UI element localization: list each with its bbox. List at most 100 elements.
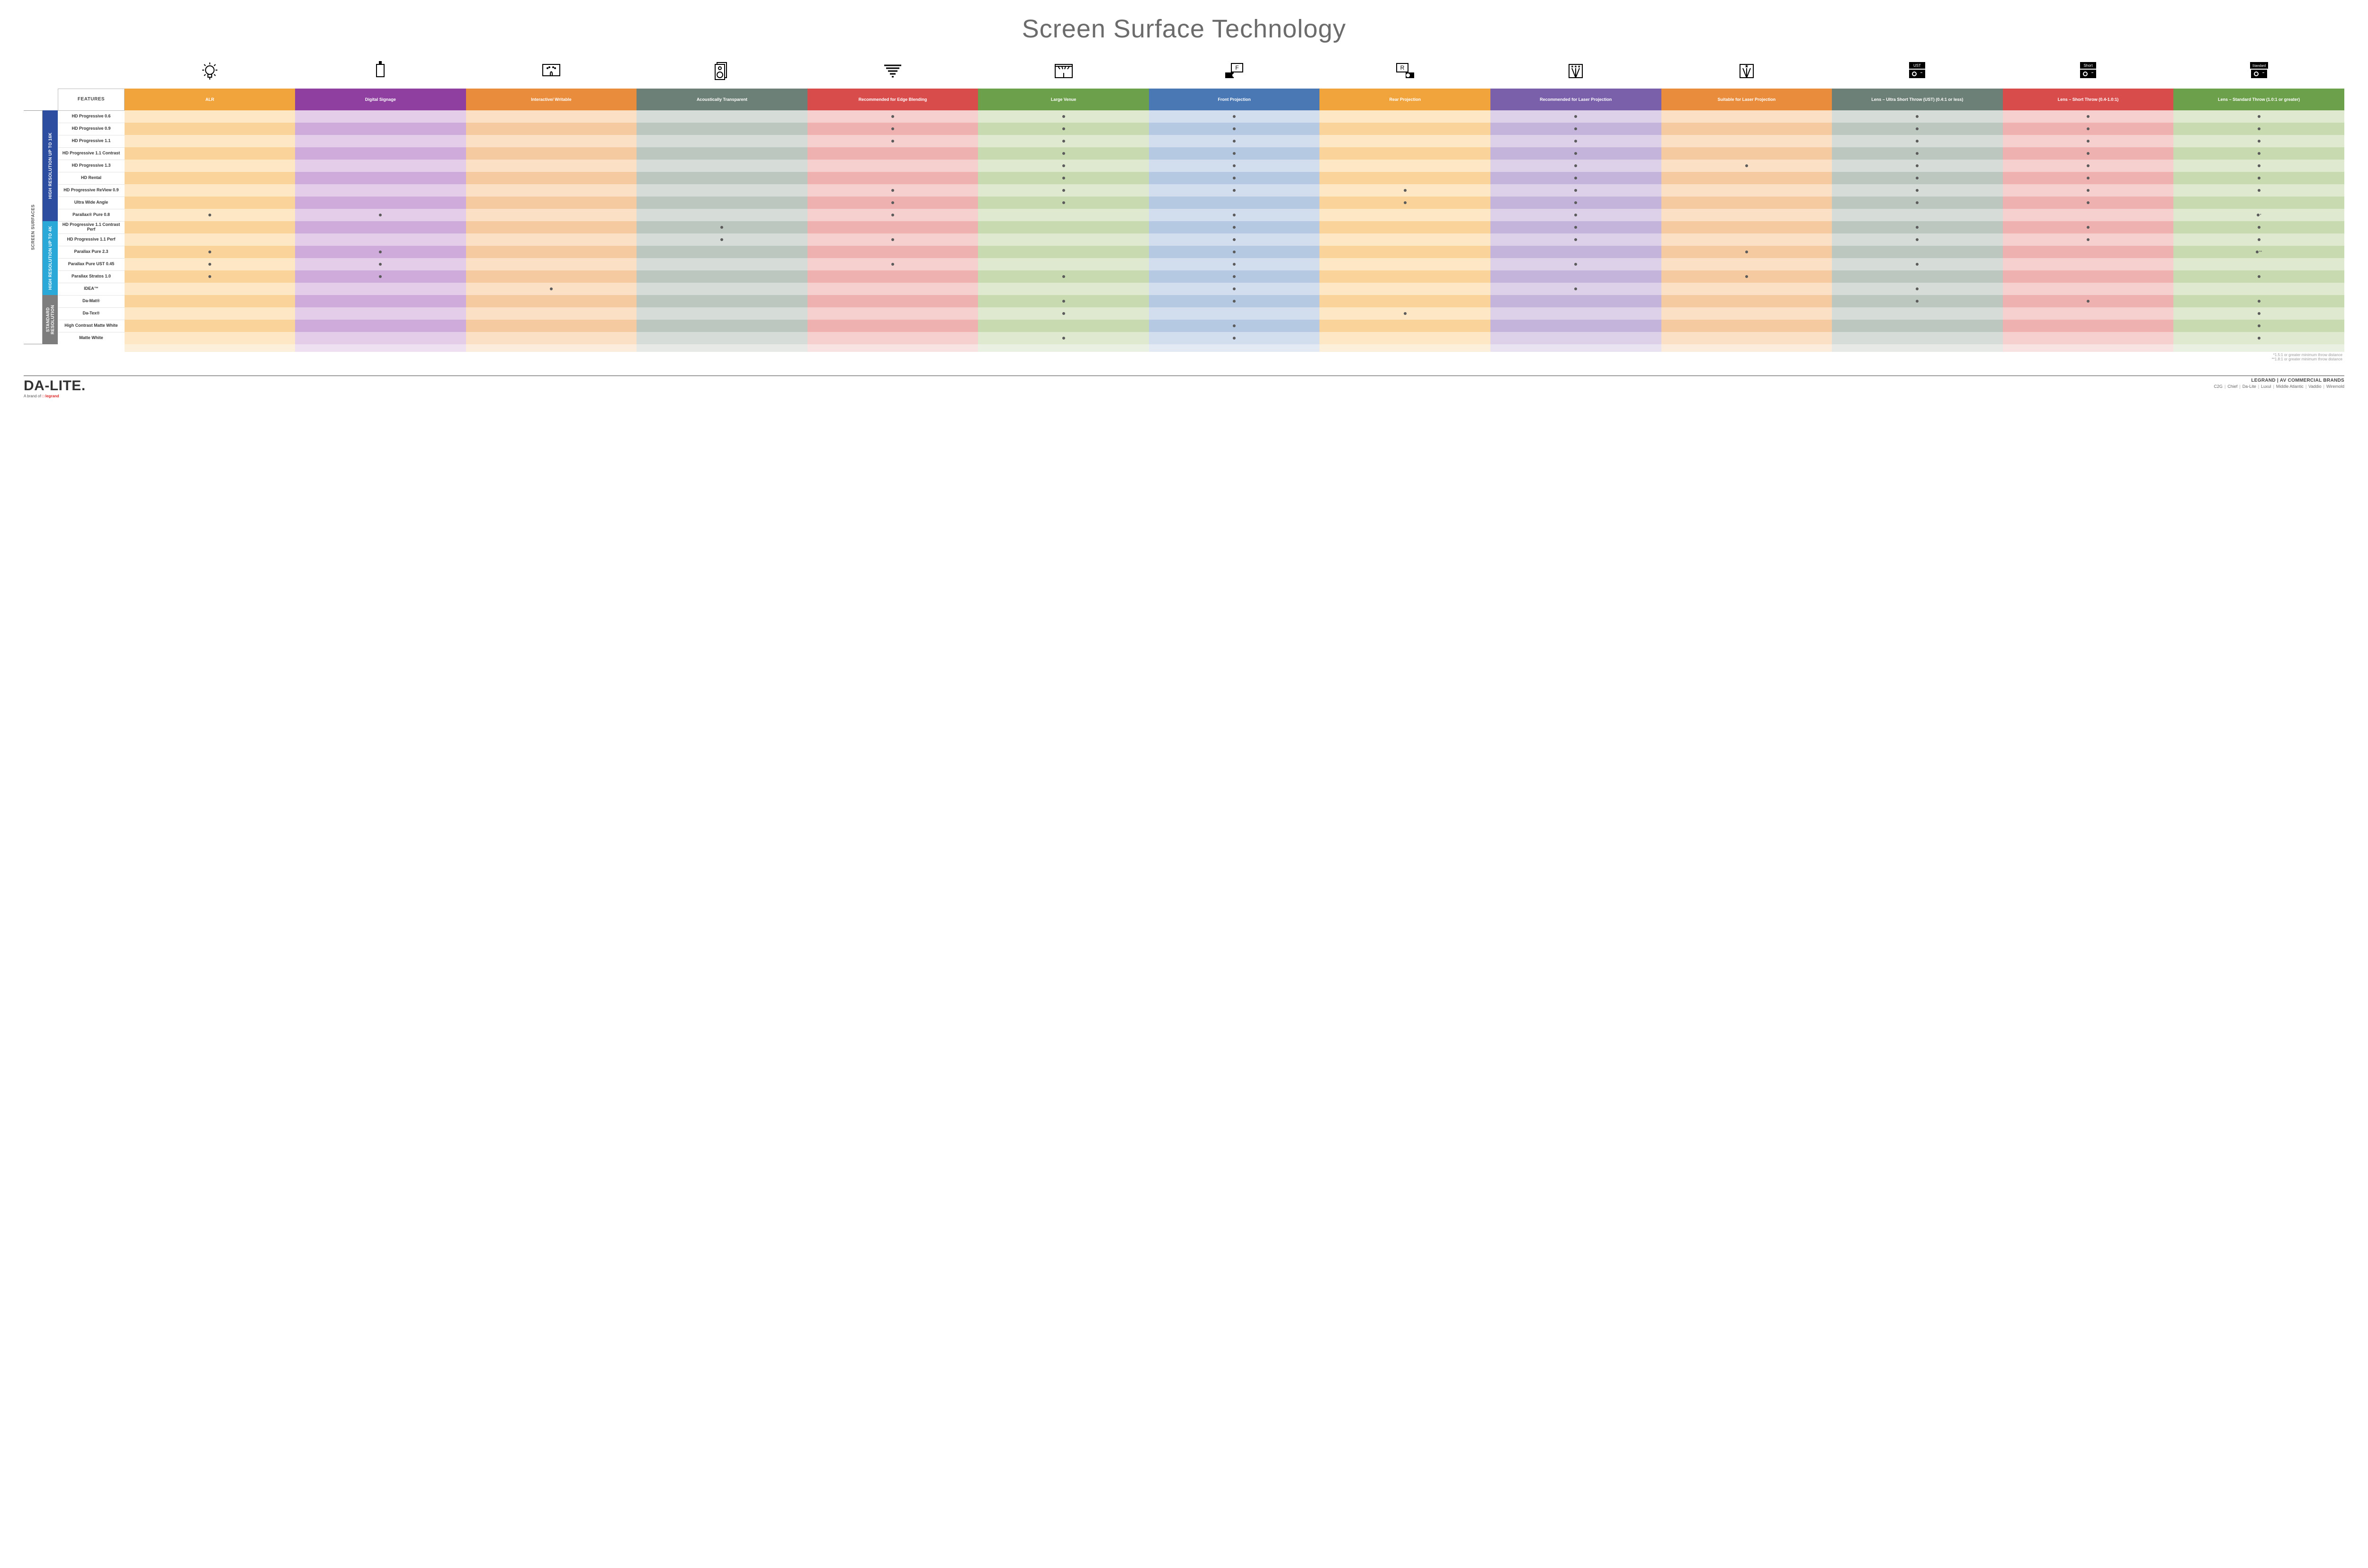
dot-icon [208,214,211,216]
row-label: HD Progressive ReView 0.9 [58,184,125,197]
table-row: Da-Mat® [58,295,2345,307]
chart: SCREEN SURFACES HIGH RESOLUTION UP TO 16… [24,55,2344,352]
dot-icon [891,263,894,266]
col-header-rear: Rear Projection [1319,89,1490,110]
cell [2173,307,2344,320]
dot-suffix: ** [2259,250,2262,254]
cell [2003,160,2174,172]
footer-brand-item: C2G [2214,384,2223,389]
cell [1490,221,1661,233]
footer-brand-item: Middle Atlantic [2276,384,2304,389]
svg-text:★★★: ★★★ [1571,64,1581,69]
col-header-sign: Digital Signage [295,89,466,110]
cell [807,172,978,184]
cell [978,209,1149,221]
cell [295,283,466,295]
cell [978,160,1149,172]
std-icon: Standard [2173,55,2344,89]
dot-icon [1916,152,1919,155]
dot-icon [1062,140,1065,143]
table-row: HD Progressive ReView 0.9 [58,184,2345,197]
cell [1490,184,1661,197]
cell [295,160,466,172]
footer: DA-LITE. A brand of □ legrand LEGRAND | … [24,376,2344,398]
cell [2003,283,2174,295]
cell [1661,209,1832,221]
dot-icon [2087,152,2090,155]
table-row: HD Rental [58,172,2345,184]
cell [637,246,807,258]
table-row: HD Progressive 0.6 [58,110,2345,123]
cell [807,270,978,283]
svg-text:★: ★ [1744,64,1749,69]
dot-icon [2258,152,2260,155]
cell [2003,135,2174,147]
table-row: Parallax Stratos 1.0 [58,270,2345,283]
row-label: Parallax Pure UST 0.45 [58,258,125,270]
dot-icon [2087,140,2090,143]
table-row: High Contrast Matte White [58,320,2345,332]
row-label: HD Progressive 1.1 [58,135,125,147]
dot-icon [208,275,211,278]
cell [2173,147,2344,160]
footer-right: LEGRAND | AV COMMERCIAL BRANDS C2G|Chief… [2214,378,2344,389]
dot-icon [2087,238,2090,241]
cell [637,172,807,184]
side-label-container: SCREEN SURFACES [24,55,43,352]
cell [1319,283,1490,295]
row-label: HD Rental [58,172,125,184]
cell [1832,320,2003,332]
cell [466,123,637,135]
table-row: Parallax® Pure 0.8* [58,209,2345,221]
short-icon: Short [2003,55,2174,89]
cell [1490,320,1661,332]
dot-icon [1233,263,1236,266]
cell [978,283,1149,295]
venue-icon [978,55,1149,89]
cell [978,246,1149,258]
cell [2173,184,2344,197]
cell [807,184,978,197]
cell [1490,110,1661,123]
row-label: Da-Tex® [58,307,125,320]
cell [466,270,637,283]
footer-brand-list: C2G|Chief|Da-Lite|Luxul|Middle Atlantic|… [2214,384,2344,389]
cell [295,258,466,270]
dot-icon [1574,189,1577,192]
dot-icon [891,214,894,216]
footer-brand-item: Wiremold [2326,384,2344,389]
cell [2173,258,2344,270]
dot-icon [2258,127,2260,130]
dot-icon [1233,287,1236,290]
cell [807,332,978,344]
cell [637,197,807,209]
cell [637,123,807,135]
footer-brand-item: Luxul [2261,384,2271,389]
cell [295,209,466,221]
dot-icon [1233,115,1236,118]
table-row: HD Progressive 1.1 Contrast Perf [58,221,2345,233]
dot-icon [2087,189,2090,192]
footer-brand-item: Vaddio [2308,384,2321,389]
cell [1661,258,1832,270]
dot-icon [2087,300,2090,303]
dot-icon [208,251,211,253]
cell [1832,258,2003,270]
table-row: IDEA™ [58,283,2345,295]
dot-icon [720,238,723,241]
cell [125,197,296,209]
footnote-2: **1.8:1 or greater minimum throw distanc… [24,357,2342,361]
cell [978,123,1149,135]
cell [1832,246,2003,258]
cell [2003,172,2174,184]
cell [1832,295,2003,307]
cell [1149,209,1320,221]
front-icon: F [1149,55,1320,89]
cell [125,283,296,295]
dot-icon [2258,164,2260,167]
cell [637,135,807,147]
dot-icon [1574,177,1577,179]
dot-icon [2258,226,2260,229]
cell [978,307,1149,320]
footer-brand-item: Da-Lite [2242,384,2256,389]
